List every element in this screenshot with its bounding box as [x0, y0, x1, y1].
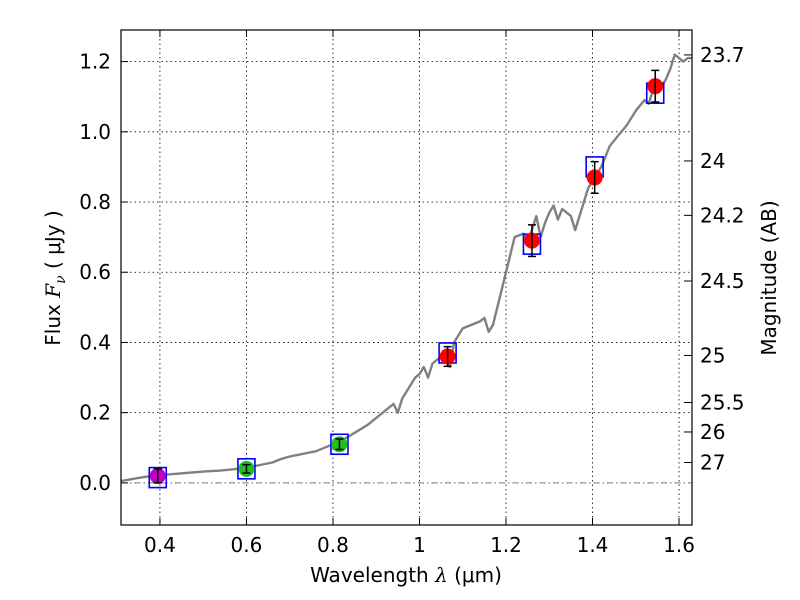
right-tick-label: 25 — [700, 343, 725, 367]
y-tick-label: 0.2 — [79, 401, 111, 425]
right-tick-label: 24.2 — [700, 203, 745, 227]
x-tick-label: 0.6 — [231, 533, 263, 557]
right-tick-label: 27 — [700, 451, 725, 475]
y-tick-label: 1.0 — [79, 120, 111, 144]
x-axis-label: Wavelength λ (μm) — [310, 563, 502, 587]
x-axis-label-prefix: Wavelength — [310, 563, 435, 587]
y-tick-label: 0.0 — [79, 471, 111, 495]
y-tick-label: 0.8 — [79, 190, 111, 214]
plot-frame — [120, 29, 693, 526]
x-tick-label: 1 — [413, 533, 426, 557]
right-tick-label: 24.5 — [700, 269, 745, 293]
x-axis-label-symbol: λ — [434, 563, 448, 587]
right-axis-label: Magnitude (AB) — [757, 200, 781, 355]
y-tick-label: 1.2 — [79, 50, 111, 74]
right-tick-label: 25.5 — [700, 390, 745, 414]
y-tick-label: 0.4 — [79, 330, 111, 354]
model-square-marker — [148, 466, 168, 489]
spectrum-line — [120, 53, 692, 483]
y-axis-label-units: ( μJy ) — [41, 210, 65, 275]
model-square-marker — [237, 458, 256, 480]
x-axis-label-units: (μm) — [448, 563, 502, 587]
y-axis-label-symbol: F — [41, 283, 65, 299]
right-tick-label: 24 — [700, 149, 725, 173]
x-tick-label: 0.8 — [317, 533, 349, 557]
right-tick-label: 23.7 — [700, 43, 745, 67]
y-axis-label-subscript: ν — [53, 275, 69, 284]
x-tick-label: 0.4 — [144, 533, 176, 557]
x-tick-label: 1.6 — [663, 533, 695, 557]
tick-layer: 0.4 0.6 0.8 1 1.2 1.4 1.6 0.0 0.2 0.4 0.6 0.8 1.0 1.2… — [79, 30, 745, 557]
grid-layer — [121, 30, 692, 525]
x-tick-label: 1.2 — [490, 533, 522, 557]
x-tick-label: 1.4 — [577, 533, 609, 557]
model-square-marker — [330, 433, 349, 456]
y-tick-label: 0.6 — [79, 260, 111, 284]
right-tick-label: 26 — [700, 420, 725, 444]
marker-layer — [148, 69, 665, 489]
y-axis-label: Flux Fν ( μJy ) — [41, 210, 69, 345]
y-axis-label-prefix: Flux — [41, 298, 65, 346]
spectrum-layer — [120, 53, 692, 483]
